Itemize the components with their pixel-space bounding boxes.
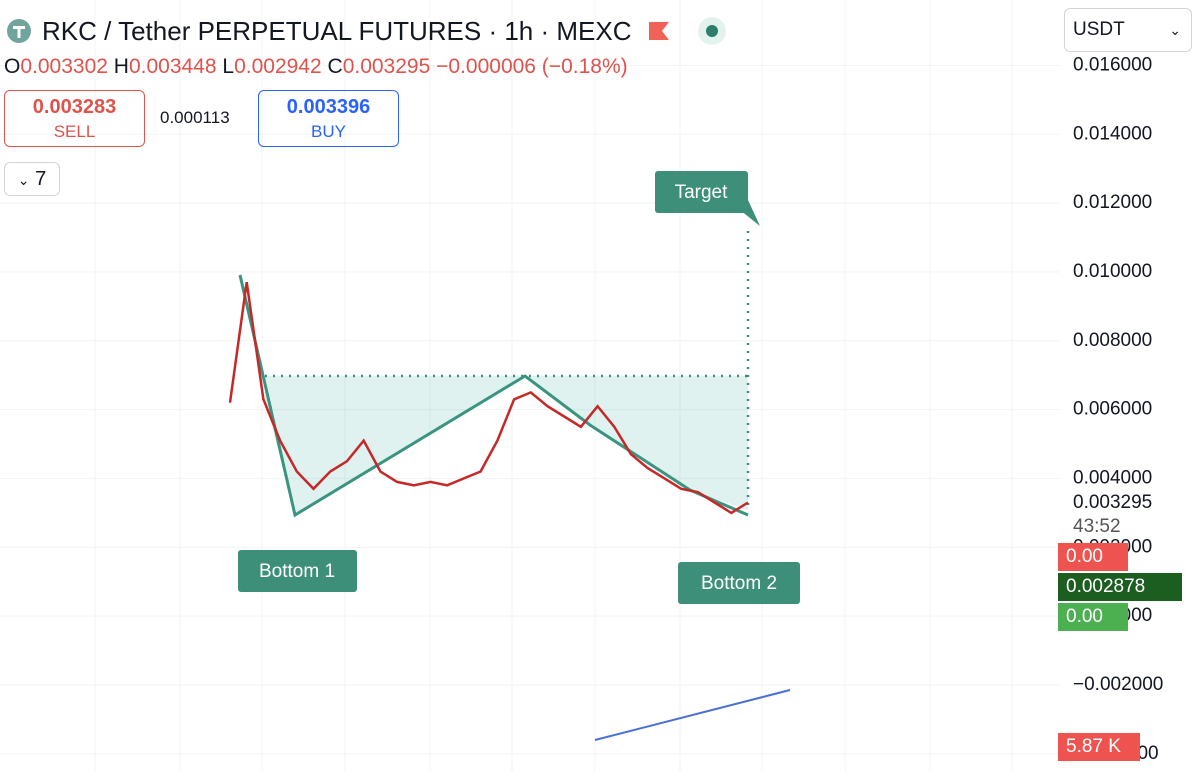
indicator-count: 7 — [35, 168, 47, 190]
currency: USDT — [1073, 19, 1125, 40]
y-tick-label: 0.006000 — [1073, 399, 1152, 420]
last-price: 0.003295 — [1073, 492, 1153, 513]
target-callout: Target — [655, 171, 760, 226]
bottom1-callout: Bottom 1 — [238, 550, 357, 592]
symbol-title[interactable]: RKC / Tether PERPETUAL FUTURES · 1h · ME… — [42, 15, 632, 46]
y-tick-label: 0.014000 — [1073, 123, 1152, 144]
spread: 0.000113 — [160, 108, 230, 127]
pattern-zone — [265, 376, 748, 515]
buy-label: BUY — [311, 122, 346, 141]
header: RKC / Tether PERPETUAL FUTURES · 1h · ME… — [6, 16, 727, 46]
y-tick-label: 0.012000 — [1073, 192, 1152, 213]
l-label: L — [222, 55, 235, 78]
time-grid — [94, 0, 1013, 771]
ohlc: O0.003302 H0.003448 L0.002942 C0.003295 … — [4, 55, 628, 79]
price-line — [228, 282, 749, 515]
o-value: 0.003302 — [20, 55, 108, 78]
y-tick-label: 0.008000 — [1073, 330, 1152, 351]
bottom2-callout: Bottom 2 — [678, 562, 800, 604]
currency-select[interactable]: USDT ⌄ — [1064, 8, 1192, 52]
red-badge: 0.00 — [1058, 543, 1128, 571]
sell-label: SELL — [53, 122, 96, 141]
h-label: H — [113, 55, 129, 78]
sell-price: 0.003283 — [32, 96, 117, 118]
volume-trend — [594, 689, 791, 741]
y-tick-label: 0.016000 — [1073, 54, 1152, 75]
target-label: Target — [675, 182, 729, 203]
countdown: 43:52 — [1073, 516, 1121, 537]
bottom2-label: Bottom 2 — [701, 573, 777, 594]
price-axis-bg — [1060, 56, 1200, 771]
plot — [228, 282, 749, 515]
c-label: C — [327, 55, 343, 78]
dark-green-badge: 0.002878 — [1058, 573, 1182, 601]
flag-icon[interactable] — [647, 19, 671, 43]
sell-button[interactable]: 0.003283 SELL — [4, 90, 145, 147]
c-value: 0.003295 — [342, 55, 431, 78]
grid — [0, 64, 1060, 755]
y-tick-label: −0.002000 — [1073, 674, 1163, 695]
buy-button[interactable]: 0.003396 BUY — [258, 90, 399, 147]
indicators-toggle[interactable]: ⌄ 7 — [4, 162, 60, 196]
status-icon[interactable] — [697, 16, 727, 46]
symbol-logo — [7, 19, 31, 43]
bottom1-label: Bottom 1 — [259, 561, 335, 582]
green-badge: 0.00 — [1058, 603, 1128, 631]
change: −0.000006 (−0.18%) — [436, 55, 628, 78]
y-tick-label: 0.004000 — [1073, 467, 1152, 488]
o-label: O — [4, 55, 21, 78]
volume-badge: 5.87 K — [1058, 733, 1140, 761]
buy-price: 0.003396 — [286, 96, 371, 118]
l-value: 0.002942 — [234, 55, 322, 78]
h-value: 0.003448 — [128, 55, 217, 78]
y-tick-label: 0.010000 — [1073, 261, 1152, 282]
